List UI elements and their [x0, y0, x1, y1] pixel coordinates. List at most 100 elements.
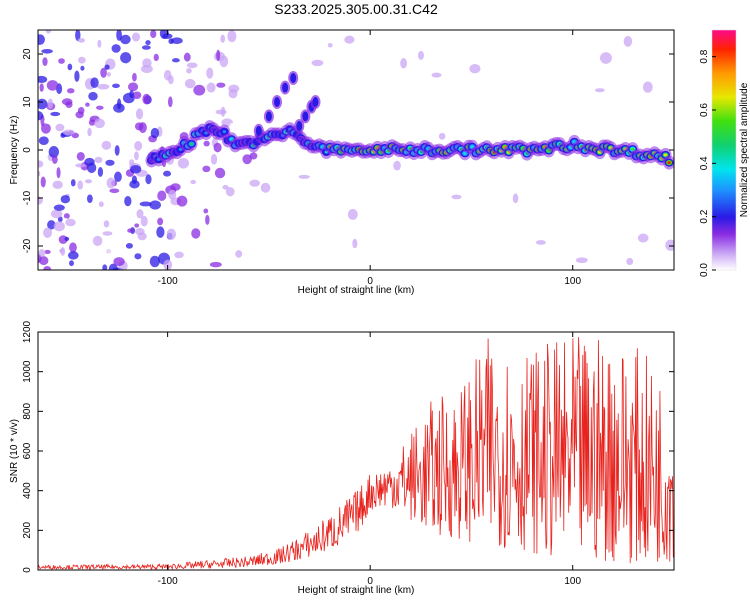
heatmap-noise-cell	[347, 208, 358, 220]
heatmap-noise-cell	[168, 75, 174, 85]
heatmap-noise-cell	[575, 257, 588, 264]
y-tick-label: 10	[22, 96, 33, 108]
heatmap-noise-cell	[53, 204, 65, 211]
heatmap-noise-cell	[39, 83, 44, 92]
heatmap-noise-cell	[105, 165, 110, 173]
heatmap-noise-cell	[193, 84, 206, 96]
heatmap-noise-cell	[56, 167, 61, 179]
heatmap-noise-cell	[626, 257, 634, 266]
heatmap-noise-cell	[225, 187, 235, 197]
branch-core-cell	[265, 111, 272, 122]
heatmap-noise-cell	[45, 30, 52, 34]
x-tick-label: -100	[158, 576, 178, 587]
heatmap-noise-cell	[469, 63, 481, 74]
heatmap-noise-cell	[88, 91, 98, 101]
heatmap-noise-cell	[393, 160, 401, 171]
heatmap-noise-cell	[57, 216, 63, 223]
heatmap-noise-cell	[220, 34, 226, 43]
heatmap-noise-cell	[124, 196, 132, 207]
heatmap-noise-cell	[125, 243, 133, 249]
heatmap-noise-cell	[140, 215, 148, 227]
heatmap-noise-cell	[67, 88, 75, 94]
heatmap-noise-cell	[135, 108, 144, 120]
heatmap-noise-cell	[127, 82, 139, 92]
heatmap-noise-cell	[599, 52, 612, 64]
x-tick-label: 0	[367, 276, 373, 287]
heatmap-noise-cell	[47, 98, 54, 110]
heatmap-y-axis-label: Frequency (Hz)	[9, 116, 20, 185]
heatmap-noise-cell	[327, 42, 333, 48]
heatmap-noise-cell	[202, 165, 211, 173]
heatmap-noise-cell	[48, 146, 59, 158]
y-tick-label: -20	[22, 238, 33, 253]
heatmap-noise-cell	[156, 226, 165, 238]
heatmap-noise-cell	[40, 176, 46, 188]
y-tick-label: 200	[22, 522, 33, 539]
heatmap-noise-cell	[51, 154, 58, 164]
heatmap-noise-cell	[41, 49, 53, 54]
heatmap-noise-cell	[540, 30, 550, 36]
heatmap-noise-cell	[417, 50, 424, 60]
heatmap-noise-cell	[166, 228, 177, 240]
heatmap-noise-cell	[431, 72, 442, 78]
ridge-core-cell	[222, 130, 227, 134]
branch-core-cell	[255, 125, 262, 136]
heatmap-noise-cell	[311, 59, 324, 67]
heatmap-noise-cell	[105, 246, 118, 258]
heatmap-noise-cell	[176, 195, 188, 207]
heatmap-noise-cell	[134, 72, 146, 78]
heatmap-noise-cell	[325, 108, 333, 113]
heatmap-noise-cell	[80, 65, 85, 71]
heatmap-noise-cell	[104, 207, 117, 218]
heatmap-noise-cell	[84, 157, 95, 166]
heatmap-noise-cell	[249, 179, 260, 187]
heatmap-noise-cell	[170, 183, 181, 191]
heatmap-noise-cell	[206, 82, 216, 93]
heatmap-noise-cell	[132, 91, 142, 99]
heatmap-noise-cell	[75, 30, 81, 42]
heatmap-noise-cell	[129, 90, 134, 99]
heatmap-noise-cell	[76, 152, 85, 161]
branch-core-cell	[274, 97, 281, 107]
heatmap-noise-cell	[134, 253, 142, 260]
heatmap-noise-cell	[168, 189, 177, 200]
heatmap-noise-cell	[87, 67, 99, 75]
heatmap-noise-cell	[213, 142, 222, 153]
heatmap-noise-cell	[177, 157, 190, 169]
heatmap-noise-cell	[114, 171, 122, 182]
heatmap-noise-cell	[102, 231, 113, 236]
heatmap-noise-cell	[102, 264, 108, 270]
heatmap-noise-cell	[87, 127, 92, 137]
ridge-core-cell	[189, 142, 194, 146]
heatmap-noise-cell	[134, 223, 140, 228]
heatmap-noise-cell	[104, 64, 110, 70]
heatmap-noise-cell	[637, 233, 649, 243]
heatmap-noise-cell	[38, 136, 49, 146]
heatmap-noise-cell	[38, 249, 46, 257]
heatmap-noise-cell	[157, 190, 167, 202]
snr-x-axis-label: Height of straight line (km)	[298, 585, 415, 596]
heatmap-noise-cell	[114, 145, 120, 156]
heatmap-noise-cell	[171, 58, 180, 63]
heatmap-noise-cell	[216, 49, 221, 61]
heatmap-noise-cell	[65, 101, 73, 108]
heatmap-noise-cell	[85, 102, 90, 107]
heatmap-noise-cell	[117, 98, 122, 110]
heatmap-noise-cell	[98, 201, 104, 208]
heatmap-noise-cell	[65, 218, 76, 227]
heatmap-noise-cell	[84, 179, 93, 184]
heatmap-noise-cell	[249, 152, 258, 160]
heatmap-noise-cell	[205, 214, 210, 225]
heatmap-noise-cell	[137, 232, 147, 241]
heatmap-noise-cell	[134, 151, 139, 161]
heatmap-noise-cell	[229, 122, 235, 133]
heatmap-noise-cell	[665, 239, 674, 251]
heatmap-noise-cell	[83, 44, 95, 51]
colorbar-ticks: 0.0 0.2 0.4 0.6 0.8	[699, 49, 716, 277]
colorbar-tick-label: 0.6	[699, 103, 710, 117]
branch-core-cell	[296, 121, 303, 131]
colorbar-frame	[711, 29, 737, 271]
heatmap-noise-cell	[101, 197, 113, 204]
